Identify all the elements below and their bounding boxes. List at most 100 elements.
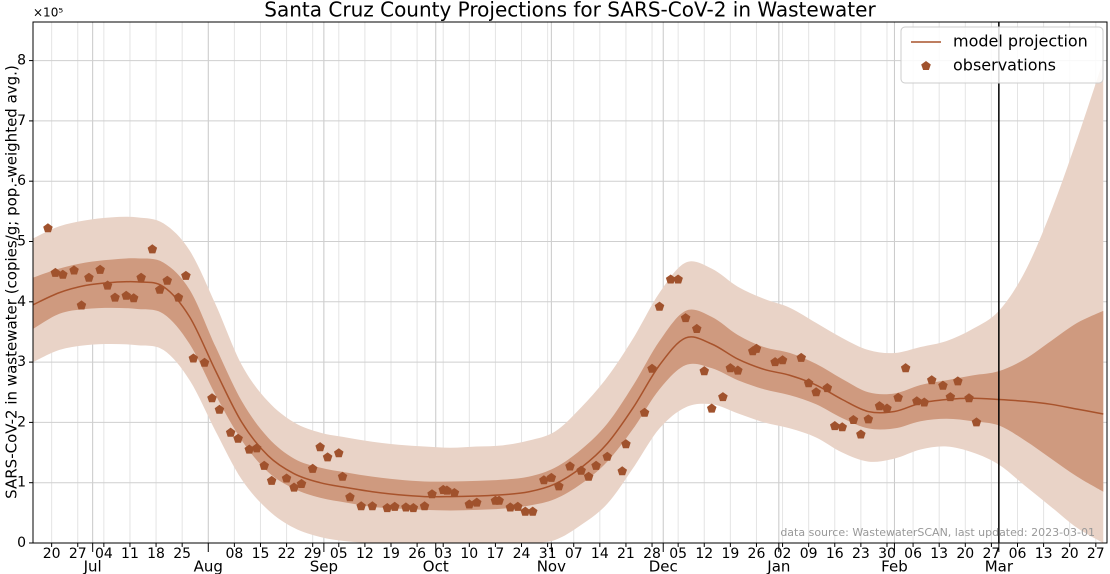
observation-point (162, 275, 172, 285)
observation-point (583, 471, 594, 481)
x-tick-label: 07 (565, 546, 583, 562)
observation-point (95, 264, 105, 274)
y-tick-label: 6 (17, 173, 26, 189)
observation-point (307, 463, 318, 473)
y-axis-label: SARS-CoV-2 in wastewater (copies/g; pop.… (3, 65, 21, 499)
x-tick-label: 11 (121, 546, 139, 562)
observation-point (147, 244, 158, 254)
observation-point (472, 497, 482, 507)
x-tick-label: 13 (1035, 546, 1053, 562)
observation-point (803, 378, 814, 388)
observation-point (173, 292, 184, 302)
x-month-label: Oct (423, 558, 449, 574)
observation-point (69, 265, 79, 275)
x-tick-label: 06 (1009, 546, 1027, 562)
observation-point (296, 478, 307, 488)
observation-point (882, 403, 892, 413)
observation-point (770, 357, 780, 367)
legend-label: observations (953, 56, 1056, 75)
x-tick-label: 16 (826, 546, 844, 562)
observation-point (639, 407, 650, 417)
observation-point (84, 272, 94, 282)
observation-point (893, 392, 903, 402)
observation-point (554, 481, 564, 491)
observation-point (382, 503, 392, 513)
observation-point (199, 357, 210, 367)
observation-point (927, 375, 937, 385)
observation-point (207, 393, 217, 403)
observation-point (427, 489, 437, 499)
observation-point (442, 485, 452, 495)
observation-point (356, 501, 366, 511)
observation-point (546, 472, 557, 482)
x-month-label: Jul (83, 558, 102, 574)
source-note: data source: WastewaterSCAN, last update… (780, 526, 1095, 539)
x-tick-label: 27 (69, 546, 87, 562)
observation-point (281, 473, 292, 483)
x-tick-label: 30 (878, 546, 896, 562)
observation-point (58, 269, 68, 279)
legend-box (900, 26, 1104, 84)
observation-point (155, 284, 165, 294)
x-tick-label: 12 (356, 546, 374, 562)
observation-point (811, 387, 821, 397)
x-tick-label: 02 (774, 546, 792, 562)
x-tick-label: 12 (695, 546, 713, 562)
observation-point (76, 300, 87, 310)
observation-point (725, 363, 736, 373)
y-tick-label: 8 (17, 53, 26, 69)
x-month-label: Sep (310, 558, 338, 574)
x-tick-label: 14 (591, 546, 609, 562)
observation-point (565, 461, 575, 471)
observation-point (856, 429, 866, 439)
x-tick-label: 15 (252, 546, 270, 562)
observation-point (266, 475, 277, 485)
observation-point (513, 501, 523, 511)
x-tick-label: 18 (147, 546, 165, 562)
observation-point (244, 444, 254, 454)
y-offset-label: ×10⁵ (33, 6, 63, 20)
observation-point (647, 363, 657, 373)
y-tick-label: 5 (17, 233, 26, 249)
chart-title: Santa Cruz County Projections for SARS-C… (264, 0, 876, 22)
observation-point (337, 471, 348, 481)
observation-point (43, 223, 53, 233)
observation-point (576, 465, 586, 475)
observation-point (259, 460, 269, 470)
observation-point (699, 366, 709, 376)
observation-point (830, 421, 840, 431)
x-tick-label: 26 (408, 546, 426, 562)
observation-point (692, 323, 702, 333)
x-tick-label: 22 (278, 546, 296, 562)
x-tick-label: 05 (330, 546, 348, 562)
observation-point (315, 442, 325, 452)
observation-point (751, 343, 762, 353)
observation-point (401, 502, 411, 512)
observation-point (505, 502, 516, 512)
observation-point (390, 501, 400, 511)
x-tick-label: 26 (748, 546, 766, 562)
observation-point (520, 506, 530, 516)
x-tick-label: 31 (539, 546, 557, 562)
observation-point (181, 270, 191, 280)
observation-point (102, 280, 113, 290)
x-tick-label: 24 (513, 546, 531, 562)
observation-point (912, 396, 922, 406)
observation-point (367, 501, 378, 511)
plot-frame (32, 21, 1108, 544)
y-tick-label: 4 (17, 294, 26, 310)
x-month-label: Aug (194, 558, 223, 574)
observation-point (617, 466, 627, 476)
x-tick-label: 27 (982, 546, 1000, 562)
observation-point (233, 433, 243, 443)
x-tick-label: 13 (930, 546, 948, 562)
observation-point (252, 443, 262, 453)
y-tick-label: 1 (17, 475, 26, 491)
x-tick-label: 09 (800, 546, 818, 562)
x-month-label: Feb (881, 558, 908, 574)
observation-point (796, 352, 806, 362)
x-tick-label: 17 (487, 546, 505, 562)
observation-point (345, 492, 355, 502)
legend-label: model projection (953, 32, 1088, 51)
